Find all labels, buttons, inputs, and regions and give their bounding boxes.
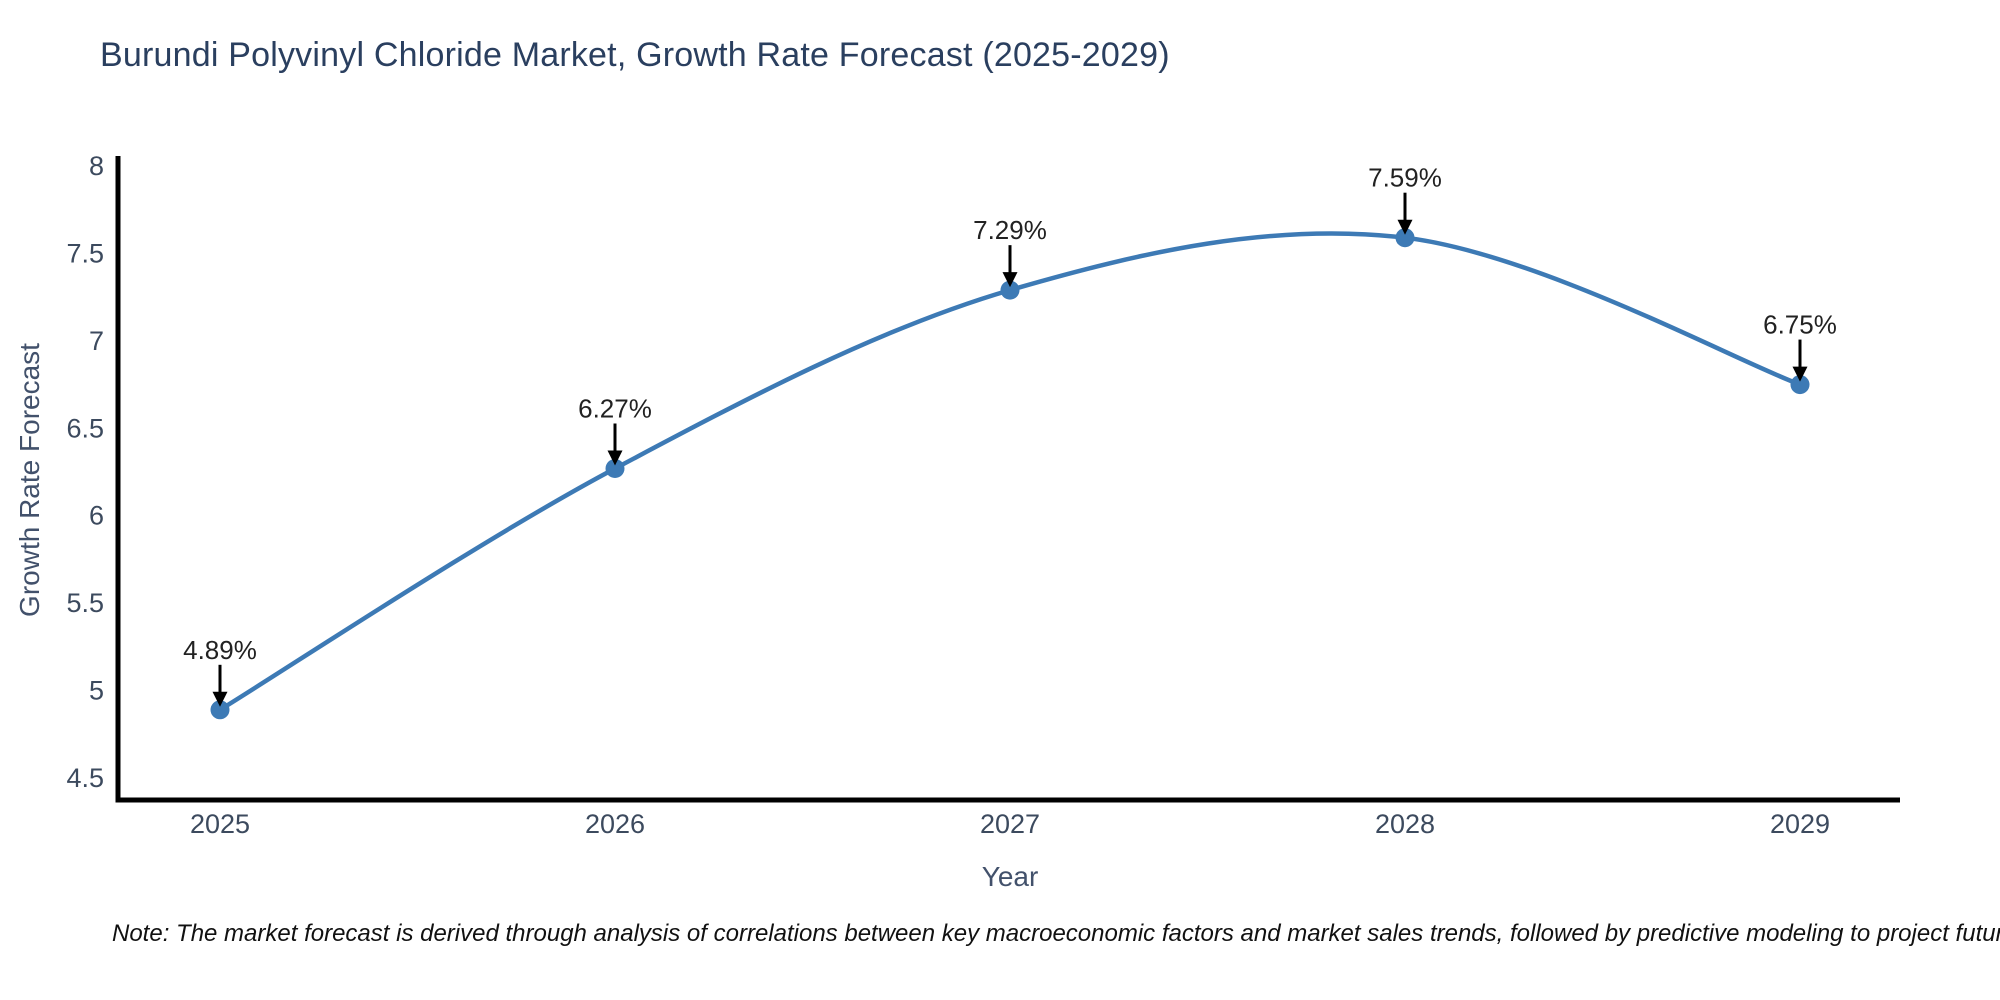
y-tick-label: 6 bbox=[89, 501, 104, 531]
x-tick-label: 2025 bbox=[190, 809, 250, 839]
point-value-label: 4.89% bbox=[183, 635, 257, 665]
y-tick-label: 6.5 bbox=[66, 413, 104, 443]
data-point-marker bbox=[1395, 228, 1415, 248]
x-tick-label: 2029 bbox=[1770, 809, 1830, 839]
x-tick-label: 2026 bbox=[585, 809, 645, 839]
point-value-label: 6.27% bbox=[578, 394, 652, 424]
y-tick-label: 7 bbox=[89, 326, 104, 356]
x-tick-label: 2027 bbox=[980, 809, 1040, 839]
annotation-arrowhead-icon bbox=[1002, 272, 1018, 288]
data-point-marker bbox=[605, 459, 625, 479]
y-tick-label: 4.5 bbox=[66, 763, 104, 793]
y-tick-label: 7.5 bbox=[66, 238, 104, 268]
y-tick-label: 5.5 bbox=[66, 588, 104, 618]
annotation-arrowhead-icon bbox=[212, 691, 228, 707]
footnote: Note: The market forecast is derived thr… bbox=[112, 920, 2000, 947]
y-tick-label: 8 bbox=[89, 151, 104, 181]
point-value-label: 7.59% bbox=[1368, 163, 1442, 193]
annotation-arrowhead-icon bbox=[1792, 366, 1808, 382]
chart-title: Burundi Polyvinyl Chloride Market, Growt… bbox=[100, 36, 1170, 74]
forecast-line bbox=[217, 231, 1803, 713]
y-tick-label: 5 bbox=[89, 676, 104, 706]
point-value-label: 6.75% bbox=[1763, 310, 1837, 340]
data-point-marker bbox=[1000, 280, 1020, 300]
point-value-label: 7.29% bbox=[973, 215, 1047, 245]
annotation-arrowhead-icon bbox=[1397, 219, 1413, 235]
annotation-arrowhead-icon bbox=[607, 450, 623, 466]
x-tick-label: 2028 bbox=[1375, 809, 1435, 839]
x-axis-title: Year bbox=[981, 861, 1039, 892]
data-point-marker bbox=[1790, 375, 1810, 395]
data-point-marker bbox=[210, 700, 230, 720]
